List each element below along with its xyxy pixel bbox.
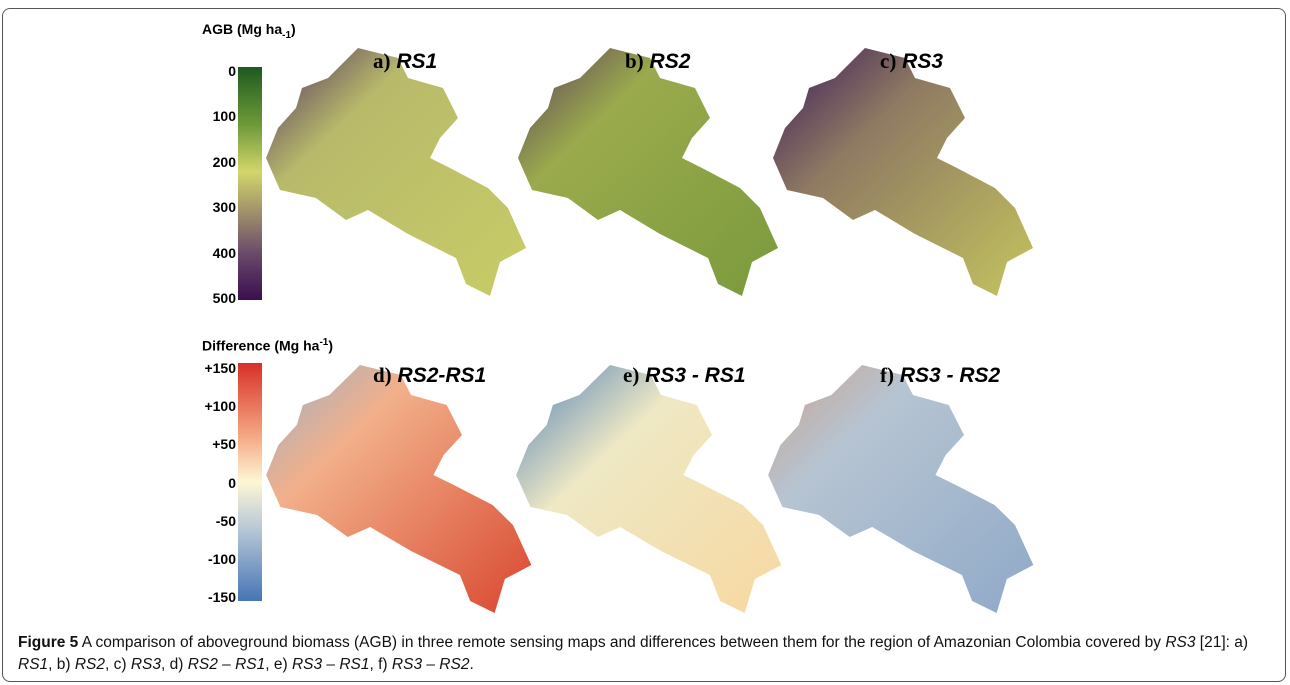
figure-frame — [2, 8, 1286, 682]
panel-letter: a) — [373, 49, 391, 73]
panel-label: e) RS3 - RS1 — [623, 363, 746, 388]
panel-name: RS1 — [396, 50, 438, 73]
panel-label: f) RS3 - RS2 — [880, 363, 1000, 388]
caption-label: Figure 5 — [18, 634, 79, 651]
figure-caption: Figure 5 A comparison of aboveground bio… — [18, 632, 1273, 676]
caption-text: . — [469, 656, 474, 673]
caption-italic: RS3 — [1165, 634, 1196, 651]
caption-text: , b) — [48, 656, 75, 673]
caption-text: , d) — [161, 656, 188, 673]
colorbar-tick-label: -50 — [215, 512, 236, 529]
caption-italic: RS3 – RS1 — [291, 656, 370, 673]
legend-unit-power: -1 — [282, 29, 292, 41]
panel-name: RS2-RS1 — [397, 364, 487, 387]
panel-name: RS2 — [649, 50, 691, 73]
map-rs3 — [773, 48, 1033, 296]
panel-label: b) RS2 — [625, 49, 690, 74]
legend-title-close: ) — [328, 337, 334, 354]
agb-colorbar — [238, 67, 262, 300]
colorbar-tick-label: +50 — [212, 436, 236, 453]
colorbar-tick-label: 200 — [212, 153, 236, 170]
map-rs3-rs2 — [768, 365, 1034, 613]
caption-italic: RS2 – RS1 — [187, 656, 266, 673]
panel-name: RS3 - RS2 — [899, 364, 1001, 387]
map-rs2-rs1 — [266, 365, 532, 613]
colorbar-tick-label: +150 — [204, 360, 236, 376]
caption-italic: RS2 — [74, 656, 106, 673]
caption-text: , f) — [369, 656, 392, 673]
map-rs1 — [266, 48, 526, 296]
legend-title-close: ) — [291, 21, 296, 37]
legend-title-text: AGB (Mg ha — [202, 21, 283, 37]
panel-letter: e) — [623, 363, 640, 387]
colorbar-tick-label: 500 — [212, 290, 236, 306]
panel-letter: b) — [625, 49, 644, 73]
colorbar-tick-label: +100 — [204, 398, 236, 415]
legend-title-text: Difference (Mg ha — [202, 337, 320, 354]
agb-legend-title: AGB (Mg ha-1) — [202, 21, 296, 41]
colorbar-tick-label: 100 — [212, 108, 236, 125]
panel-label: c) RS3 — [880, 49, 943, 74]
caption-text: , e) — [265, 656, 292, 673]
map-rs3-rs1 — [516, 365, 782, 613]
difference-legend-title: Difference (Mg ha-1) — [202, 337, 333, 354]
colorbar-tick-label: 400 — [212, 244, 236, 261]
panel-letter: f) — [880, 363, 894, 387]
caption-text: A comparison of aboveground biomass (AGB… — [78, 634, 1166, 651]
colorbar-tick-label: 0 — [228, 63, 236, 79]
map-rs2 — [518, 48, 778, 296]
panel-name: RS3 - RS1 — [645, 364, 746, 387]
panel-label: d) RS2-RS1 — [373, 363, 486, 388]
caption-text: , c) — [105, 656, 131, 673]
legend-unit-power: -1 — [319, 337, 329, 348]
caption-text: [21]: a) — [1195, 634, 1249, 651]
colorbar-tick-label: 300 — [212, 199, 236, 216]
panel-letter: d) — [373, 363, 392, 387]
colorbar-tick-label: -100 — [207, 550, 236, 567]
caption-italic: RS3 — [130, 656, 162, 673]
colorbar-tick-label: -150 — [207, 589, 236, 605]
panel-label: a) RS1 — [373, 49, 437, 74]
colorbar-tick-label: 0 — [228, 474, 236, 491]
panel-name: RS3 — [902, 50, 944, 73]
panel-letter: c) — [880, 49, 897, 73]
difference-colorbar — [238, 363, 262, 601]
caption-italic: RS3 – RS2 — [391, 656, 470, 673]
caption-italic: RS1 — [18, 656, 49, 673]
